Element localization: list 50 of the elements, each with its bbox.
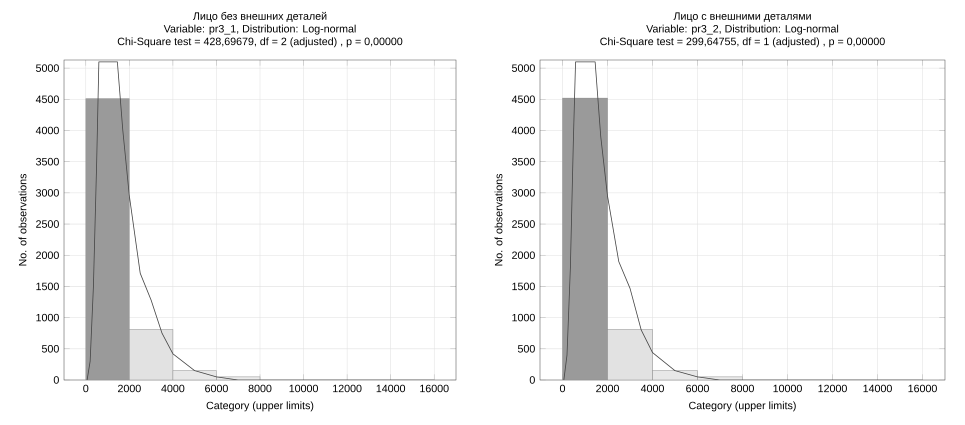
x-tick-label: 10000 <box>773 384 802 392</box>
x-tick-label: 10000 <box>290 384 318 392</box>
x-tick-label: 14000 <box>376 384 406 392</box>
chart-title: Лицо без внешних деталей <box>192 12 326 22</box>
x-tick-label: 8000 <box>248 384 272 392</box>
y-tick-label: 3500 <box>512 158 535 166</box>
chart-title: Лицо с внешними деталями <box>674 12 811 22</box>
x-tick-label: 6000 <box>205 384 228 392</box>
x-tick-label: 6000 <box>686 384 709 392</box>
x-axis-title: Category (upper limits) <box>206 401 314 412</box>
chart-subtitle: Variable: pr3_1, Distribution: Log-normal <box>164 24 356 35</box>
x-tick-label: 16000 <box>420 384 449 392</box>
x-tick-label: 16000 <box>908 384 937 392</box>
y-tick-label: 4500 <box>512 96 535 104</box>
y-axis-title: No. of observations <box>18 174 26 266</box>
x-tick-label: 0 <box>83 384 88 392</box>
text: Chi-Square test = 428,69679, df = 2 (adjusted) , p = 0,00000 <box>118 37 402 48</box>
x-axis-title: Category (upper limits) <box>689 401 796 412</box>
y-tick-label: 2000 <box>512 251 535 260</box>
y-tick-label: 1500 <box>36 282 59 290</box>
y-tick-label: 500 <box>42 345 59 353</box>
y-tick-label: 2500 <box>36 220 59 228</box>
y-tick-label: 0 <box>530 376 535 384</box>
x-tick-label: 4000 <box>161 384 184 392</box>
y-axis-title: No. of observations <box>494 174 502 266</box>
chart-subtitle: Variable: pr3_2, Distribution: Log-normal <box>646 24 838 35</box>
y-tick-label: 5000 <box>512 64 535 72</box>
x-tick-label: 14000 <box>863 384 892 392</box>
x-tick-label: 0 <box>560 384 566 392</box>
y-tick-label: 500 <box>518 345 535 353</box>
x-tick-label: 2000 <box>596 384 619 392</box>
y-tick-label: 4000 <box>512 126 535 134</box>
x-tick-label: 12000 <box>818 384 847 392</box>
y-tick-label: 1000 <box>36 314 59 322</box>
x-tick-label: 12000 <box>333 384 362 392</box>
x-tick-label: 2000 <box>118 384 141 392</box>
y-tick-label: 0 <box>54 376 59 384</box>
y-tick-label: 4000 <box>36 126 59 134</box>
y-tick-label: 3000 <box>512 189 535 197</box>
y-tick-label: 1500 <box>512 282 535 290</box>
y-tick-label: 2500 <box>512 220 535 228</box>
text: Chi-Square test = 299,64755, df = 1 (adjusted) , p = 0,00000 <box>600 37 885 48</box>
y-tick-label: 3000 <box>36 189 59 197</box>
x-tick-label: 4000 <box>640 384 664 392</box>
y-tick-label: 1000 <box>512 314 535 322</box>
y-tick-label: 5000 <box>36 64 59 72</box>
x-tick-label: 8000 <box>731 384 754 392</box>
y-tick-label: 3500 <box>36 158 59 166</box>
y-tick-label: 4500 <box>36 96 59 104</box>
y-tick-label: 2000 <box>36 251 59 260</box>
